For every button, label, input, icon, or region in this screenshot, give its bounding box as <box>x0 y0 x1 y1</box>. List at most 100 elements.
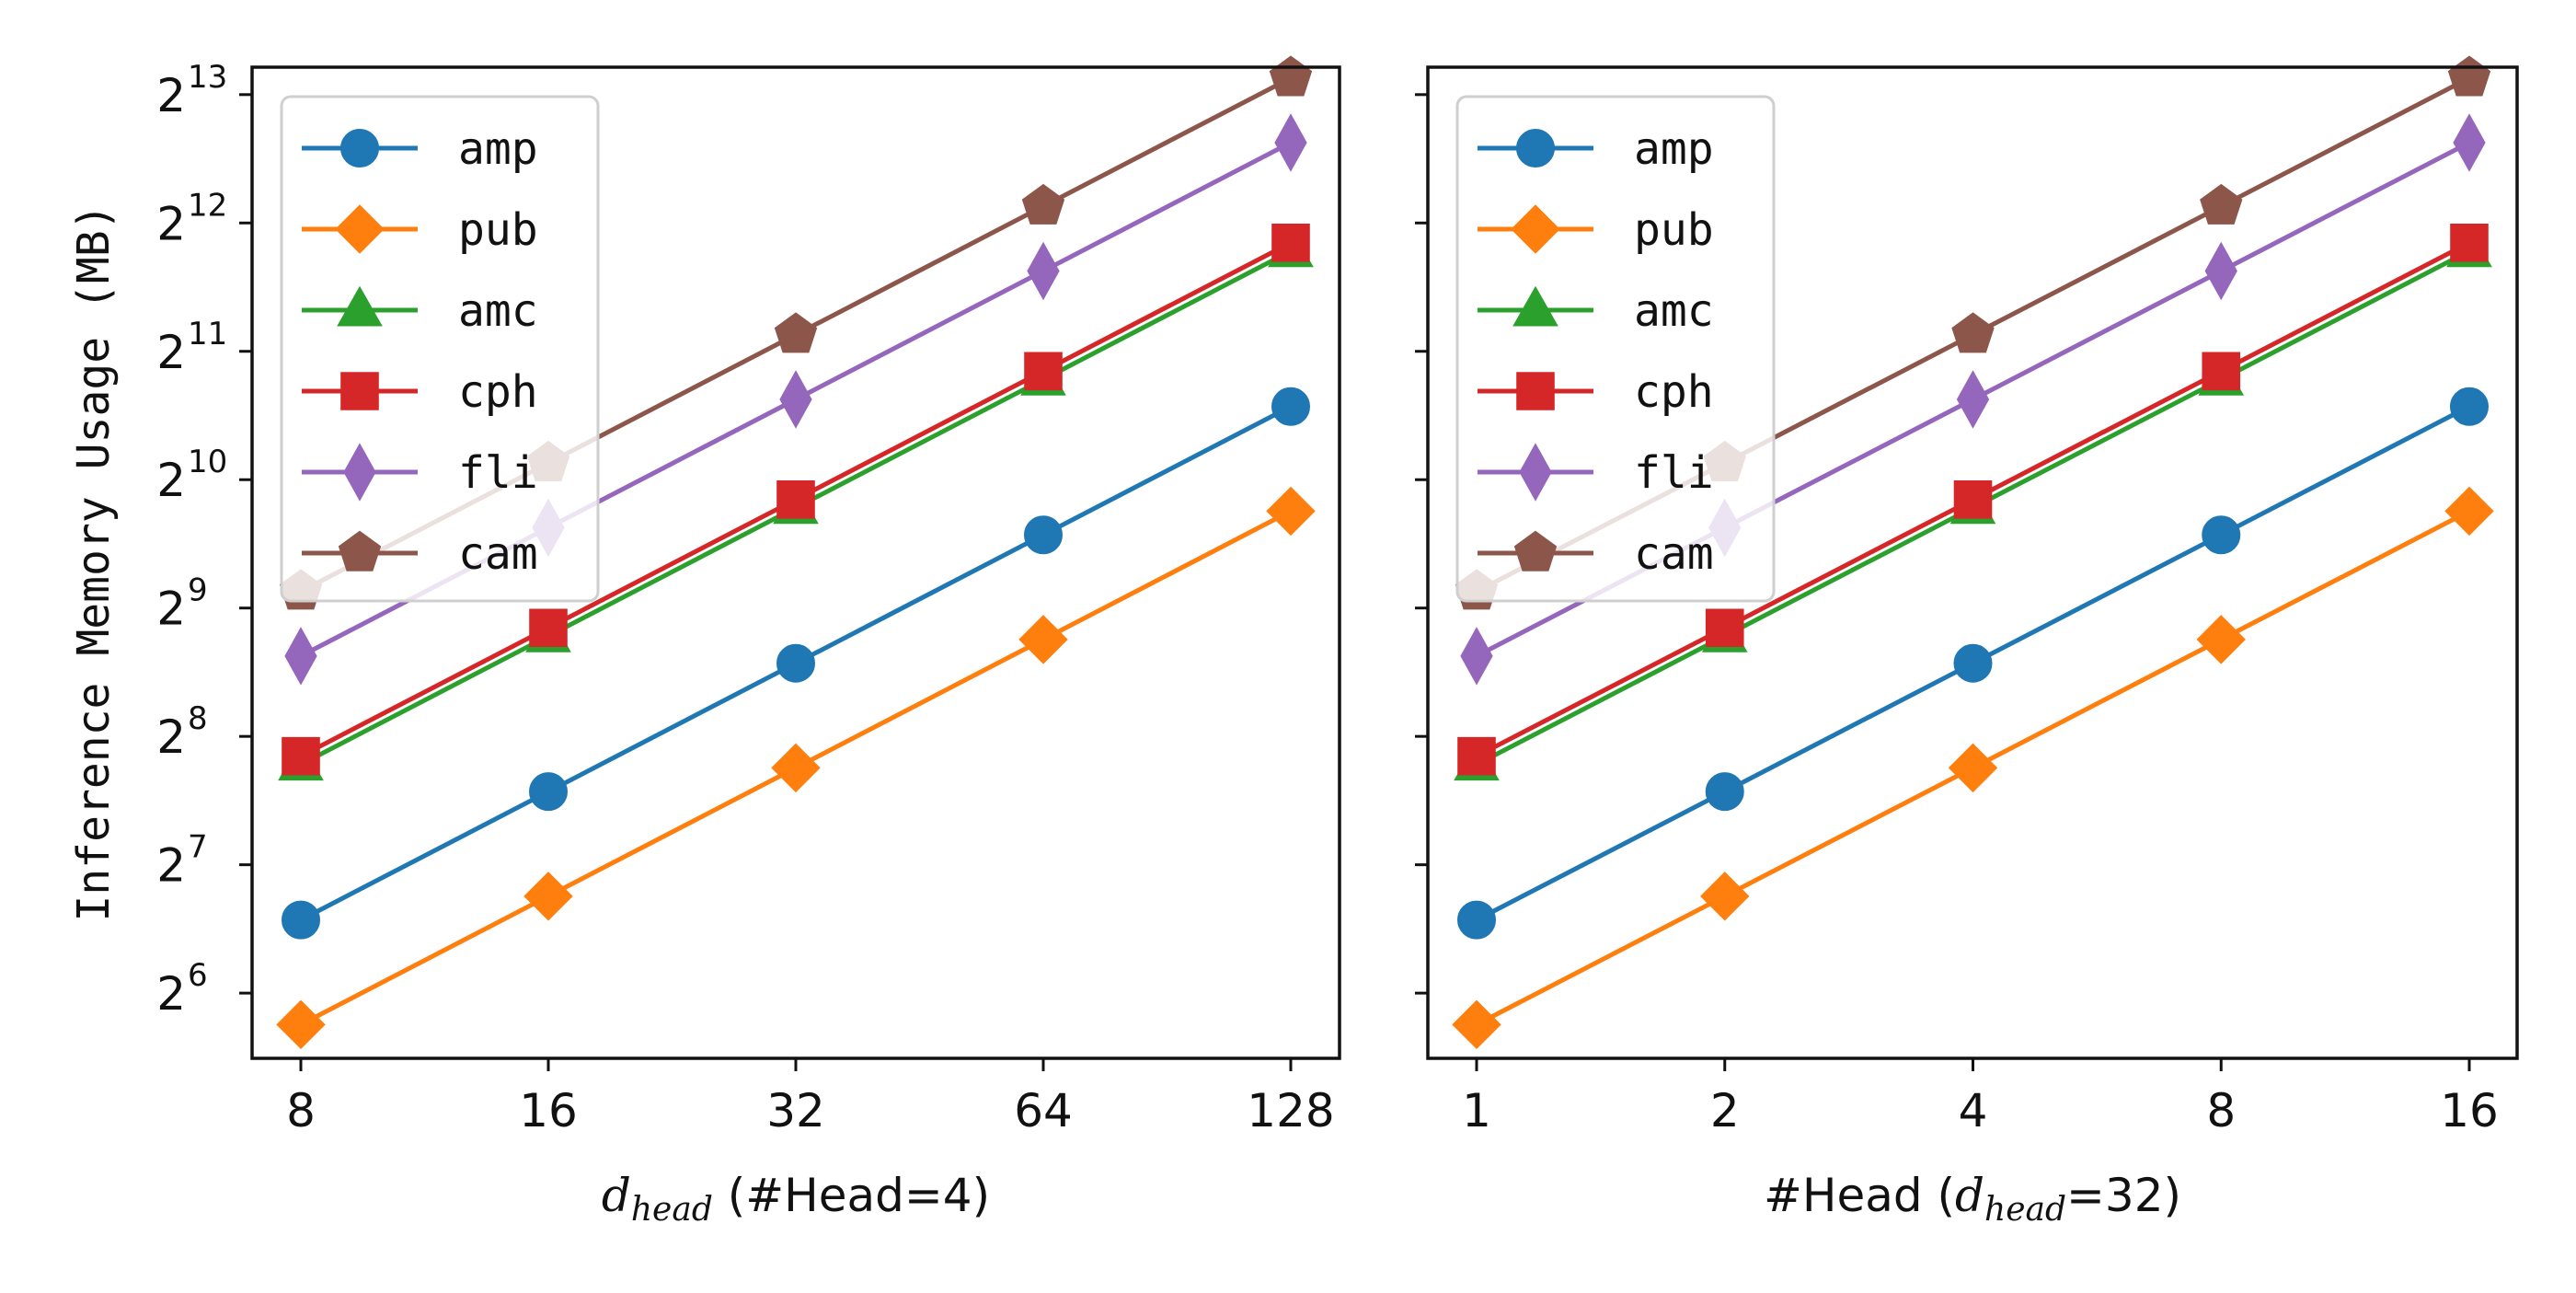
y-tick-exponent: 13 <box>188 59 227 96</box>
legend-label-cam: cam <box>1634 528 1714 580</box>
data-point-amp <box>1457 900 1496 940</box>
x-axis-label-post: =32) <box>2066 1169 2181 1222</box>
legend-label-cam: cam <box>458 528 538 580</box>
data-point-cph <box>2202 352 2241 391</box>
x-tick-label: 8 <box>286 1084 316 1137</box>
data-point-amp <box>1024 515 1063 555</box>
legend-label-amp: amp <box>458 123 538 175</box>
y-tick-exponent: 6 <box>188 957 208 994</box>
y-tick-label: 2 <box>156 197 186 250</box>
y-axis-label: Inference Memory Usage (MB) <box>68 203 120 921</box>
data-point-pub <box>1452 999 1501 1050</box>
y-tick-label: 2 <box>156 710 186 764</box>
data-point-fli <box>2453 113 2486 172</box>
legend-label-amc: amc <box>458 285 538 337</box>
legend-marker-fli <box>1519 443 1552 502</box>
data-point-amp <box>282 900 320 940</box>
data-point-cph <box>1705 608 1744 648</box>
x-tick-label: 64 <box>1014 1084 1073 1137</box>
legend-label-cph: cph <box>458 366 538 418</box>
x-tick-label: 16 <box>2440 1084 2499 1137</box>
data-point-cph <box>1457 736 1496 776</box>
legend: amp pub amc cph fli cam <box>1455 95 1776 603</box>
data-point-amp <box>1953 643 1993 683</box>
x-tick-label: 32 <box>766 1084 825 1137</box>
legend-label-fli: fli <box>458 447 538 499</box>
legend-marker-amc <box>1512 285 1558 327</box>
x-axis-label-rest: (#Head=4) <box>713 1169 990 1222</box>
data-point-cam <box>1021 183 1065 225</box>
data-point-amp <box>2202 515 2241 555</box>
data-point-pub <box>1266 486 1316 537</box>
x-tick-label: 16 <box>519 1084 578 1137</box>
legend-marker-cam <box>1513 530 1558 571</box>
data-point-amp <box>2450 387 2489 426</box>
y-tick-label: 2 <box>156 967 186 1021</box>
data-point-pub <box>1018 615 1068 664</box>
y-tick-label: 2 <box>156 69 186 122</box>
data-point-cph <box>282 736 320 776</box>
data-point-amp <box>1705 772 1744 812</box>
x-axis-label-prefix: #Head ( <box>1764 1169 1955 1222</box>
data-point-fli <box>1027 241 1060 301</box>
legend-marker-fli <box>343 443 376 502</box>
data-point-pub <box>1700 872 1750 921</box>
data-point-pub <box>523 872 573 921</box>
data-point-cam <box>2200 183 2243 225</box>
data-point-cam <box>1951 312 1995 353</box>
legend-marker-amp <box>1516 129 1555 167</box>
data-point-fli <box>1956 370 1990 429</box>
legend-label-amc: amc <box>1634 285 1714 337</box>
data-point-cph <box>776 479 815 519</box>
data-point-cph <box>1024 352 1063 391</box>
data-point-pub <box>2196 615 2246 664</box>
x-axis-label: dhead (#Head=4) <box>602 1169 990 1229</box>
legend-marker-cph <box>1516 372 1555 410</box>
legend-marker-pub <box>335 204 385 254</box>
x-axis-label-var: d <box>1955 1169 1984 1222</box>
data-point-amp <box>529 772 568 812</box>
legend-marker-amc <box>337 285 383 327</box>
x-tick-label: 4 <box>1959 1084 1988 1137</box>
legend-label-pub: pub <box>1634 204 1714 256</box>
y-tick-exponent: 7 <box>188 829 208 866</box>
legend-label-fli: fli <box>1634 447 1714 499</box>
data-point-fli <box>1274 113 1307 172</box>
x-tick-label: 8 <box>2206 1084 2236 1137</box>
legend-label-amp: amp <box>1634 123 1714 175</box>
data-point-pub <box>771 743 821 793</box>
x-axis-label-sub: head <box>631 1191 713 1229</box>
data-point-fli <box>2204 241 2237 301</box>
legend-box <box>280 95 600 603</box>
y-tick-exponent: 8 <box>188 700 208 737</box>
x-axis-label: #Head (dhead=32) <box>1764 1169 2181 1229</box>
data-point-pub <box>2444 486 2494 537</box>
data-point-amp <box>1271 387 1310 426</box>
legend: amp pub amc cph fli cam <box>280 95 600 603</box>
data-point-cph <box>2450 224 2489 262</box>
data-point-cph <box>529 608 568 648</box>
y-tick-label: 2 <box>156 839 186 893</box>
data-point-fli <box>779 370 812 429</box>
legend-marker-cam <box>338 530 382 571</box>
legend-marker-pub <box>1511 204 1560 254</box>
y-tick-label: 2 <box>156 454 186 507</box>
data-point-fli <box>1460 627 1493 686</box>
legend-marker-cph <box>340 372 379 410</box>
data-point-amp <box>776 643 815 683</box>
x-axis-label-sub: head <box>1984 1191 2066 1229</box>
data-point-pub <box>276 999 326 1050</box>
y-tick-exponent: 10 <box>188 444 227 480</box>
x-axis-label-var: d <box>602 1169 631 1222</box>
legend-label-cph: cph <box>1634 366 1714 418</box>
data-point-cam <box>774 312 818 353</box>
x-tick-label: 1 <box>1462 1084 1491 1137</box>
legend-marker-amp <box>340 129 379 167</box>
y-tick-exponent: 11 <box>188 316 227 352</box>
legend-label-pub: pub <box>458 204 538 256</box>
y-tick-exponent: 12 <box>188 187 227 224</box>
y-tick-label: 2 <box>156 583 186 636</box>
x-tick-label: 128 <box>1247 1084 1334 1137</box>
